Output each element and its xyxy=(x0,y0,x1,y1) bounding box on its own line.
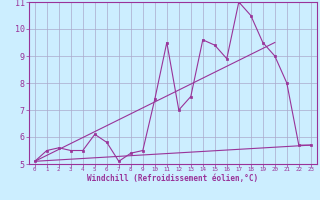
X-axis label: Windchill (Refroidissement éolien,°C): Windchill (Refroidissement éolien,°C) xyxy=(87,174,258,183)
